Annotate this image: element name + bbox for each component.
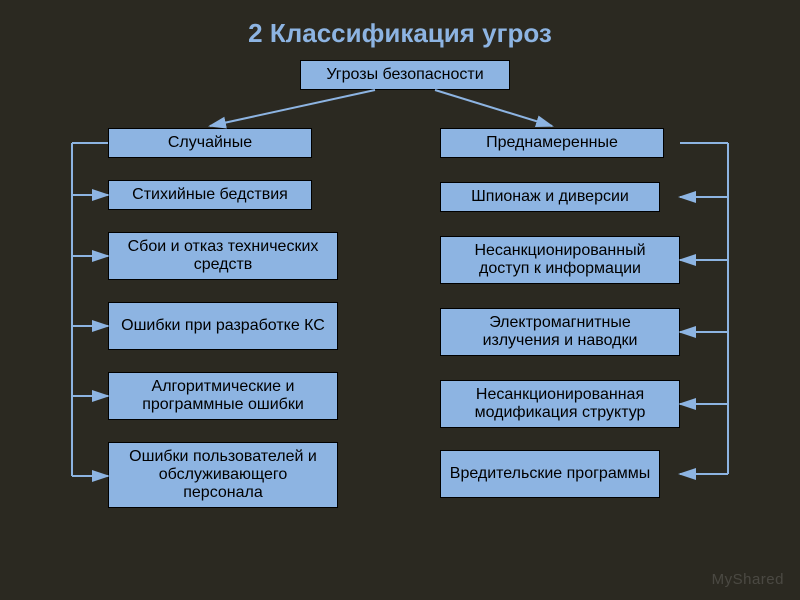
node-label: Электромагнитные излучения и наводки: [449, 314, 671, 350]
left-node-hardware-failures: Сбои и отказ технических средств: [108, 232, 338, 280]
node-label: Случайные: [168, 134, 252, 152]
right-node-intentional: Преднамеренные: [440, 128, 664, 158]
node-label: Ошибки при разработке КС: [121, 317, 325, 335]
left-node-user-errors: Ошибки пользователей и обслуживающего пе…: [108, 442, 338, 508]
left-node-algo-errors: Алгоритмические и программные ошибки: [108, 372, 338, 420]
node-label: Сбои и отказ технических средств: [117, 238, 329, 274]
right-node-em-radiation: Электромагнитные излучения и наводки: [440, 308, 680, 356]
right-node-unauth-mod: Несанкционированная модификация структур: [440, 380, 680, 428]
root-node: Угрозы безопасности: [300, 60, 510, 90]
watermark: MyShared: [712, 571, 784, 588]
right-node-espionage: Шпионаж и диверсии: [440, 182, 660, 212]
node-label: Алгоритмические и программные ошибки: [117, 378, 329, 414]
node-label: Несанкционированный доступ к информации: [449, 242, 671, 278]
node-label: Шпионаж и диверсии: [471, 188, 629, 206]
node-label: Стихийные бедствия: [132, 186, 288, 204]
node-label: Несанкционированная модификация структур: [449, 386, 671, 422]
right-node-malware: Вредительские программы: [440, 450, 660, 498]
node-label: Вредительские программы: [450, 465, 650, 483]
left-node-disasters: Стихийные бедствия: [108, 180, 312, 210]
node-label: Ошибки пользователей и обслуживающего пе…: [117, 448, 329, 502]
right-node-unauth-access: Несанкционированный доступ к информации: [440, 236, 680, 284]
page-title: 2 Классификация угроз: [0, 18, 800, 49]
root-label: Угрозы безопасности: [326, 66, 483, 84]
connector-lines: [0, 0, 800, 600]
node-label: Преднамеренные: [486, 134, 618, 152]
left-node-dev-errors: Ошибки при разработке КС: [108, 302, 338, 350]
left-node-random: Случайные: [108, 128, 312, 158]
